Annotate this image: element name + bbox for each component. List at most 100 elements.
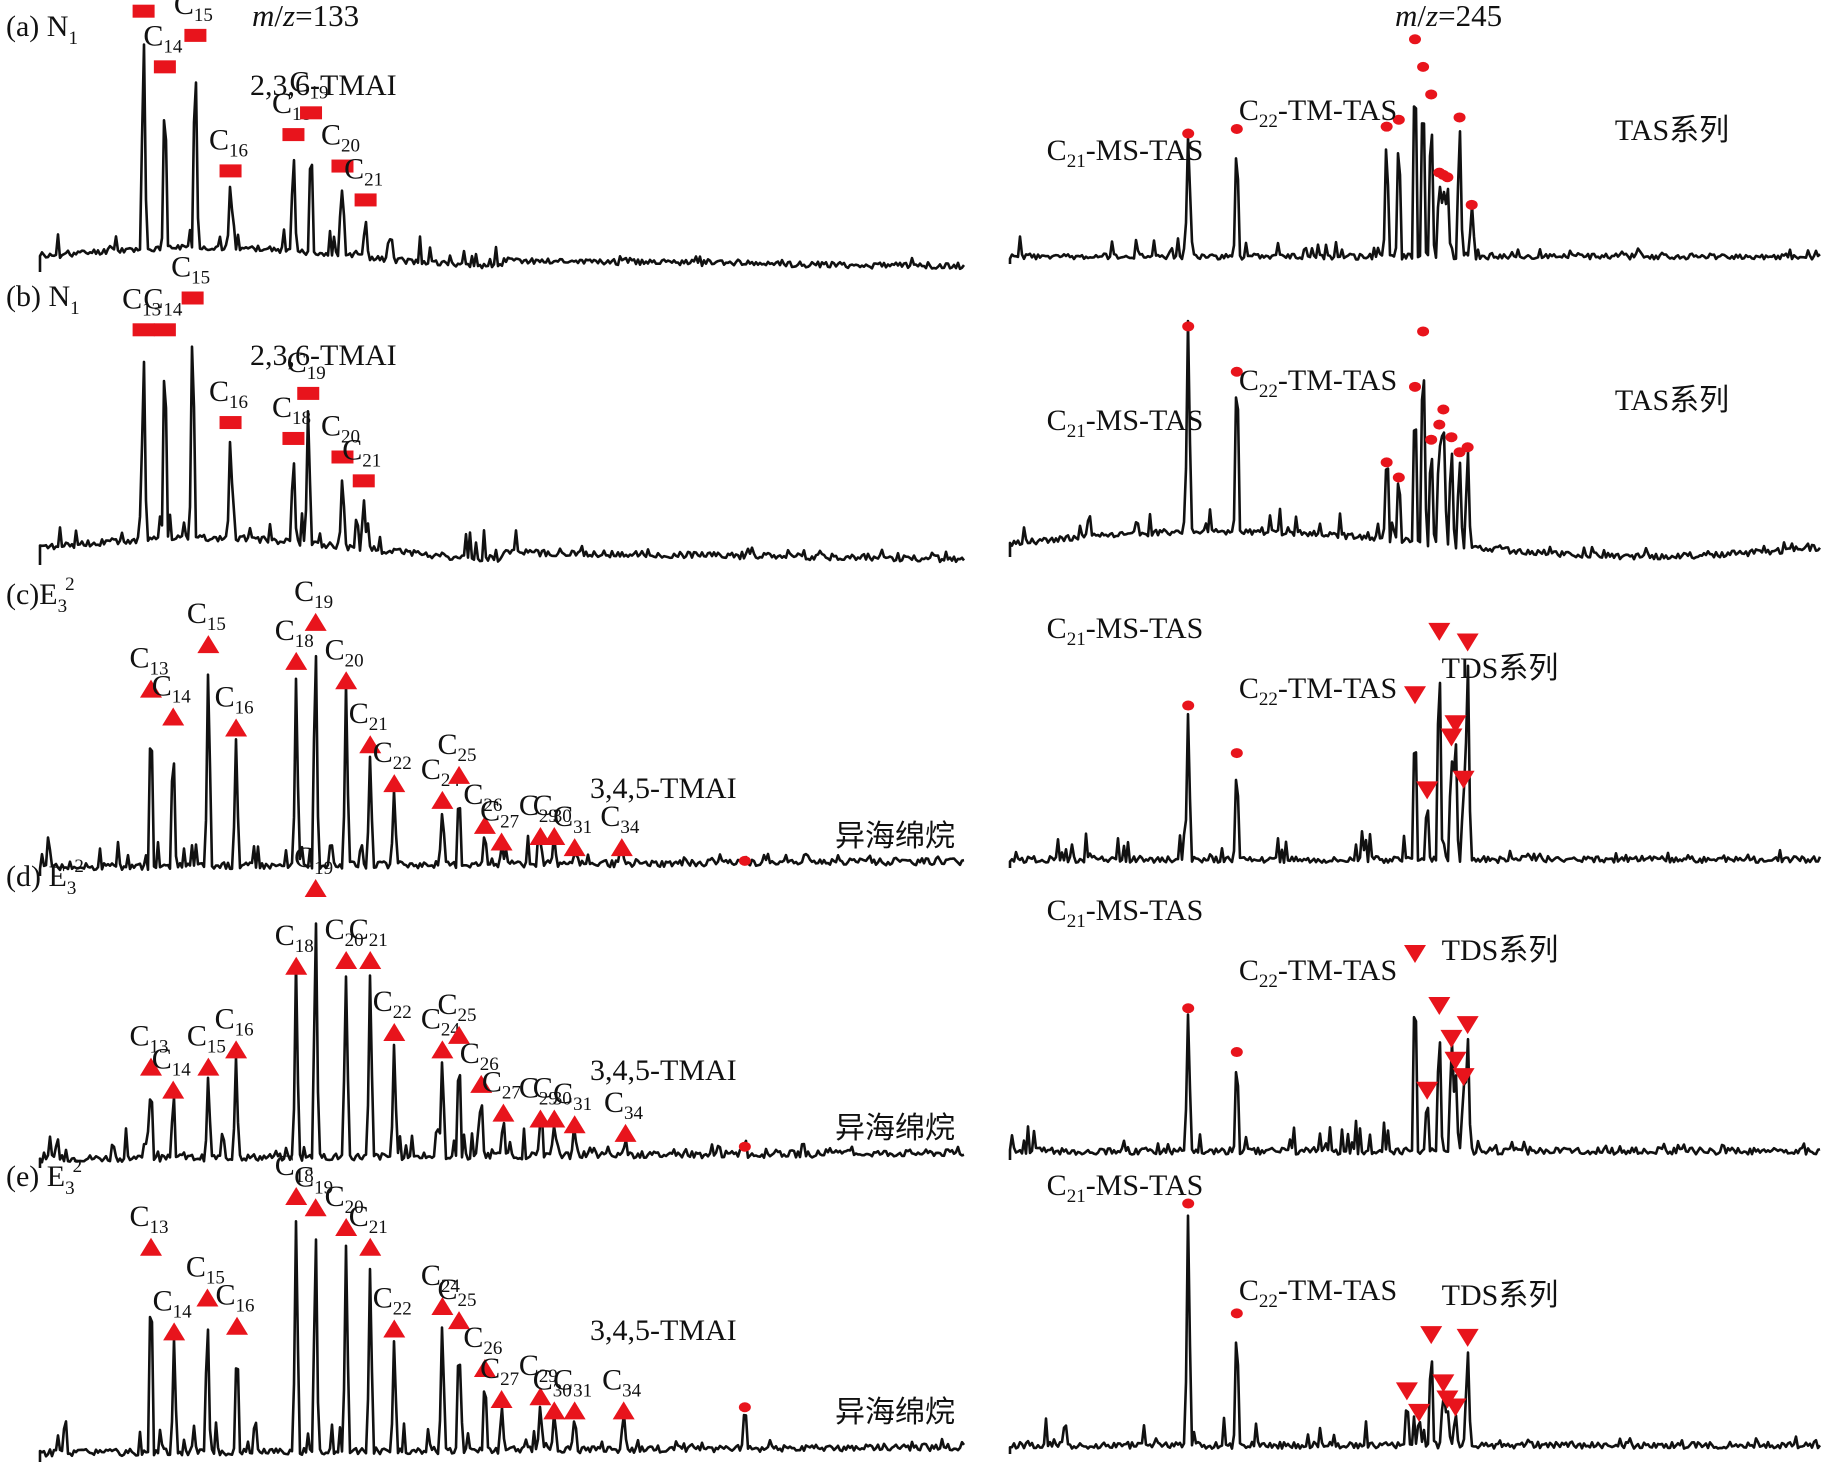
trace-left-d <box>38 922 965 1168</box>
peak-label-left-c-13: C29 <box>519 789 558 827</box>
peak-label-left-e-13: C29 <box>519 1349 558 1387</box>
peak-label-left-d-14: C30 <box>533 1071 572 1109</box>
right-label-e-2: TDS系列 <box>1442 1279 1559 1312</box>
annotation-c: 3,4,5-TMAI <box>590 772 737 805</box>
panel-label-d: (d) E32 <box>6 856 84 899</box>
peak-marker-left-c-16 <box>610 838 633 857</box>
peak-label-left-b-1: C14 <box>143 282 183 320</box>
peak-marker-left-a-3 <box>219 164 242 178</box>
peak-marker-left-e-14 <box>543 1401 566 1420</box>
peak-marker-right-e-6 <box>1456 1328 1479 1347</box>
peak-marker-left-b-1 <box>153 323 176 337</box>
peak-marker-right-e-2 <box>1420 1326 1443 1345</box>
peak-marker-right-a-3 <box>1392 114 1405 125</box>
peak-label-left-e-9: C24 <box>421 1259 461 1297</box>
peak-marker-right-c-5 <box>1452 770 1475 789</box>
peak-marker-left-c-1 <box>162 707 185 726</box>
peak-marker-right-b-1 <box>1230 366 1243 377</box>
peak-label-left-d-12: C27 <box>482 1066 521 1104</box>
peak-marker-right-c-0 <box>1404 686 1426 705</box>
peak-label-left-b-5: C19 <box>287 346 326 384</box>
peak-label-left-b-6: C20 <box>321 410 360 448</box>
peak-label-left-d-13: C29 <box>519 1071 558 1109</box>
annotation-e: 3,4,5-TMAI <box>590 1314 737 1347</box>
peak-label-left-e-2: C15 <box>186 1251 225 1289</box>
peak-label-left-e-7: C21 <box>349 1200 388 1238</box>
peak-label-left-a-7: C21 <box>344 152 383 190</box>
peak-marker-right-d-3 <box>1440 1029 1463 1048</box>
peak-label-left-e-0: C13 <box>129 1200 168 1238</box>
peak-label-left-c-15: C31 <box>553 800 592 838</box>
panel-label-a: (a) N1 <box>6 10 78 49</box>
peak-marker-right-d-4 <box>1444 1051 1467 1070</box>
peak-marker-left-e-15 <box>563 1401 586 1420</box>
peak-marker-right-d-6 <box>1456 1016 1479 1035</box>
peak-label-left-b-3: C16 <box>209 375 248 413</box>
trace-left-e <box>38 1220 966 1462</box>
peak-label-left-d-4: C18 <box>275 919 314 957</box>
peak-marker-left-c-15 <box>563 838 586 857</box>
peak-marker-left-d-1 <box>162 1080 185 1099</box>
trace-right-c <box>1008 664 1822 868</box>
peak-label-left-c-1: C14 <box>152 669 192 707</box>
right-label-c-2: TDS系列 <box>1442 652 1559 685</box>
peak-marker-left-b-7 <box>352 474 375 488</box>
peak-label-left-c-4: C18 <box>275 614 314 652</box>
peak-marker-left-c-14 <box>543 826 566 845</box>
peak-label-left-a-5: C19 <box>290 65 329 103</box>
peak-marker-right-b-3 <box>1392 472 1405 483</box>
isosponge-label-e: 异海绵烷 <box>835 1396 955 1429</box>
peak-marker-left-e-4 <box>285 1187 308 1206</box>
peak-marker-left-c-4 <box>285 651 308 670</box>
peak-label-left-a-6: C20 <box>321 119 360 157</box>
right-label-b-1: C22-TM-TAS <box>1239 364 1397 402</box>
peak-label-left-d-7: C21 <box>349 913 388 951</box>
trace-left-b <box>38 345 966 565</box>
peak-marker-left-e-9 <box>431 1297 454 1315</box>
peak-label-left-e-8: C22 <box>373 1282 412 1320</box>
peak-label-left-e-15: C31 <box>553 1363 592 1401</box>
peak-marker-right-c-4 <box>1444 715 1467 734</box>
peak-label-left-c-2: C15 <box>187 597 226 635</box>
peak-marker-right-c-6 <box>1456 633 1479 652</box>
peak-label-left-d-16: C34 <box>604 1086 644 1124</box>
trace-right-b <box>1008 319 1821 561</box>
panel-label-c: (c)E32 <box>6 574 75 617</box>
peak-marker-right-b-4 <box>1409 381 1421 392</box>
peak-marker-left-c-5 <box>304 612 327 631</box>
peak-marker-left-c-9 <box>431 790 454 809</box>
peak-marker-left-b-6 <box>331 450 354 464</box>
peak-marker-left-d-14 <box>543 1109 566 1128</box>
peak-label-left-e-6: C20 <box>325 1180 364 1218</box>
right-label-c-0: C21-MS-TAS <box>1047 612 1204 650</box>
peak-label-left-d-1: C14 <box>152 1043 192 1081</box>
peak-marker-left-e-0 <box>140 1237 162 1256</box>
peak-marker-left-c-6 <box>335 671 358 690</box>
peak-marker-left-d-9 <box>431 1040 454 1059</box>
peak-marker-right-a-0 <box>1182 128 1195 139</box>
peak-marker-right-e-3 <box>1432 1374 1455 1393</box>
peak-marker-left-a-5 <box>300 106 323 120</box>
header-right-text: m/z=245 <box>1395 0 1502 33</box>
trace-right-e <box>1008 1214 1822 1454</box>
peak-label-left-d-5: C19 <box>294 841 333 879</box>
peak-marker-right-d-1 <box>1416 1081 1439 1100</box>
peak-marker-left-b-0 <box>132 323 155 337</box>
peak-marker-left-d-3 <box>225 1040 248 1059</box>
peak-marker-left-e-3 <box>226 1316 249 1335</box>
peak-marker-left-d-10 <box>448 1025 471 1044</box>
peak-label-left-e-12: C27 <box>480 1352 519 1390</box>
peak-label-left-c-11: C26 <box>463 778 502 816</box>
peak-label-left-c-3: C16 <box>215 681 254 719</box>
peak-marker-right-circle-c-0 <box>1182 700 1195 711</box>
peak-marker-left-c-11 <box>473 815 496 834</box>
peak-marker-left-e-6 <box>335 1218 358 1237</box>
peak-marker-left-d-13 <box>529 1109 552 1128</box>
peak-marker-left-d-11 <box>470 1074 493 1093</box>
peak-label-left-c-8: C22 <box>373 736 412 774</box>
trace-left-a <box>38 43 966 272</box>
